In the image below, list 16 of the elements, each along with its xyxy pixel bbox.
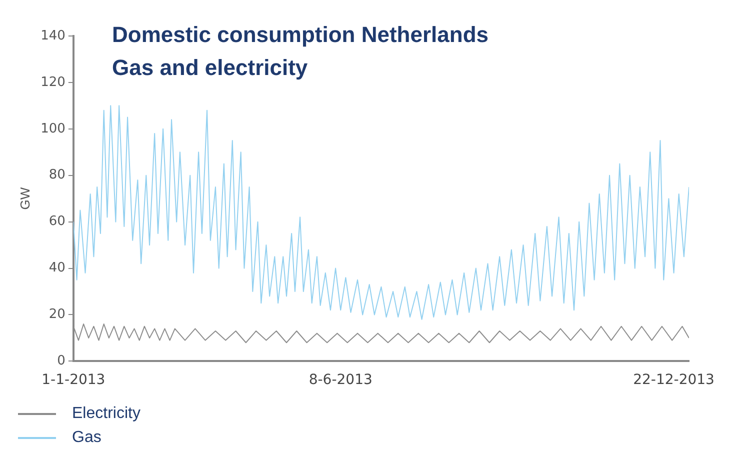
x-tick-label: 1-1-2013 (42, 372, 106, 388)
y-tick-label: 100 (40, 121, 66, 136)
y-tick-label: 40 (48, 260, 66, 276)
y-axis-title: GW (17, 186, 32, 210)
y-tick-label: 60 (48, 214, 66, 230)
legend-label: Gas (72, 429, 102, 447)
y-tick-label: 0 (57, 354, 66, 369)
chart-title: Domestic consumption Netherlands (112, 21, 489, 49)
legend-label: Electricity (72, 405, 140, 423)
y-tick-label: 140 (40, 28, 66, 44)
y-tick-label: 20 (48, 307, 66, 322)
x-tick-label: 8-6-2013 (308, 372, 372, 388)
y-tick-label: 120 (40, 74, 66, 90)
x-tick-label: 22-12-2013 (633, 372, 714, 388)
text: Gas and electricity (112, 54, 309, 82)
y-tick-label: 80 (48, 168, 66, 183)
